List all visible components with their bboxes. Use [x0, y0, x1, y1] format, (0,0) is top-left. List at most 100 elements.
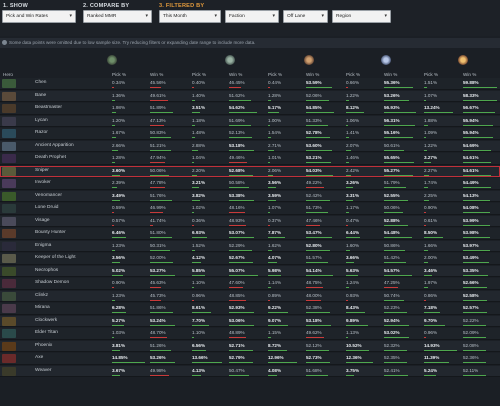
win-column-header[interactable]: Win % [384, 72, 398, 77]
region-select[interactable]: Region ▾ [332, 10, 391, 23]
hero-name[interactable]: Phoenix [35, 342, 53, 348]
table-row[interactable]: Weaver 3.67% 49.98% 4.13% 50.47% 4.08% 51.68% 3… [0, 365, 500, 378]
win-column-header[interactable]: Win % [150, 72, 164, 77]
table-row[interactable]: Venomancer 3.49% 51.76% 3.82% 53.38% 3.59% 52.… [0, 190, 500, 203]
table-row[interactable]: Elder Titan 1.03% 48.70% 1.10% 48.89% 1.15% 49… [0, 328, 500, 340]
rate-bar [150, 137, 171, 139]
hero-name[interactable]: Lycan [35, 117, 48, 123]
pick-column-header[interactable]: Pick % [346, 72, 361, 77]
table-row[interactable]: Clinkz 1.23% 45.73% 0.96% 48.85% 0.89% 48.00% 0… [0, 290, 500, 303]
rate-bar [463, 299, 487, 301]
hero-name[interactable]: Sniper [35, 167, 49, 173]
hero-name[interactable]: Enigma [35, 242, 52, 248]
table-row[interactable]: Sniper 3.60% 50.06% 2.20% 52.68% 2.06% 54.03% 2… [0, 165, 500, 178]
rate-bar [384, 374, 408, 376]
table-row[interactable]: Lone Druid 0.59% 46.99% 1.02% 48.16% 1.07% 51.… [0, 203, 500, 215]
win-rate-cell: 49.61% [150, 92, 166, 98]
pick-rate-cell: 1.40% [192, 92, 206, 98]
table-row[interactable]: Beastmaster 1.98% 51.89% 3.51% 54.62% 5.17% 54… [0, 103, 500, 115]
hero-name[interactable]: Bounty Hunter [35, 230, 66, 235]
table-row[interactable]: Ancient Apparition 2.66% 51.21% 2.88% 53.18%… [0, 140, 500, 153]
table-row[interactable]: Clockwerk 5.27% 53.24% 7.70% 53.06% 9.07% 53.1… [0, 315, 500, 328]
table-row[interactable]: Bounty Hunter 6.46% 51.80% 6.93% 53.07% 7.87%… [0, 228, 500, 240]
hero-column-header[interactable]: Hero [3, 72, 13, 77]
hero-name[interactable]: Weaver [35, 367, 52, 373]
pick-rate-cell: 6.28% [112, 305, 126, 310]
win-column-header[interactable]: Win % [229, 72, 243, 77]
pick-rate-cell: 5.98% [268, 267, 282, 273]
table-row[interactable]: Axe 14.85% 53.26% 13.66% 52.79% 12.96% 52.73% 1… [0, 353, 500, 365]
hero-name[interactable]: Necrophos [35, 267, 59, 273]
rate-bar [384, 212, 404, 214]
win-rate-cell: 53.99% [463, 217, 479, 223]
win-rate-cell: 48.16% [229, 205, 245, 210]
win-rate-cell: 55.16% [384, 130, 400, 135]
table-row[interactable]: Chen 0.34% 45.56% 0.40% 46.45% 0.44% 53.59% 0.6… [0, 78, 500, 90]
lane-select[interactable]: Off Lane ▾ [283, 10, 328, 23]
hero-name[interactable]: Elder Titan [35, 330, 58, 335]
table-row[interactable]: Lycan 1.20% 47.13% 1.18% 51.69% 1.00% 51.33% 1.… [0, 115, 500, 128]
pick-rate-cell: 1.28% [112, 155, 126, 160]
rate-bar [346, 199, 354, 201]
table-row[interactable]: Invoker 2.39% 47.78% 3.21% 50.58% 3.56% 49.22%… [0, 178, 500, 190]
hero-name[interactable]: Clinkz [35, 292, 49, 298]
rate-bar [306, 349, 330, 351]
table-row[interactable]: Enigma 1.23% 50.31% 1.52% 52.29% 1.62% 52.80% 1… [0, 240, 500, 253]
time-select[interactable]: This Month ▾ [159, 10, 221, 23]
pick-column-header[interactable]: Pick % [112, 72, 127, 77]
pick-rate-cell: 3.60% [112, 167, 126, 173]
hero-name[interactable]: Beastmaster [35, 105, 62, 110]
hero-name[interactable]: Visage [35, 217, 50, 223]
win-rate-cell: 48.00% [306, 292, 322, 298]
pick-rate-cell: 5.02% [112, 267, 126, 273]
table-row[interactable]: Phoenix 3.81% 51.26% 6.56% 52.71% 8.72% 52.12%… [0, 340, 500, 353]
rate-bar [112, 224, 114, 226]
pick-column-header[interactable]: Pick % [424, 72, 439, 77]
win-column-header[interactable]: Win % [463, 72, 477, 77]
pick-column-header[interactable]: Pick % [192, 72, 207, 77]
hero-name[interactable]: Invoker [35, 180, 51, 185]
show-select[interactable]: Pick and Win Rates ▾ [2, 10, 76, 23]
table-row[interactable]: Bane 1.36% 49.61% 1.40% 51.62% 1.28% 52.06% 1.2… [0, 90, 500, 103]
hero-name[interactable]: Ancient Apparition [35, 142, 74, 148]
hero-name[interactable]: Razor [35, 130, 48, 135]
table-row[interactable]: Visage 0.57% 41.74% 0.36% 48.93% 0.37% 47.46% 0… [0, 215, 500, 228]
rate-bar [346, 87, 348, 89]
win-rate-cell: 53.98% [463, 230, 479, 235]
hero-name[interactable]: Venomancer [35, 192, 62, 198]
hero-name[interactable]: Keeper of the Light [35, 255, 76, 260]
hero-name[interactable]: Shadow Demon [35, 280, 70, 285]
rate-bar [463, 337, 486, 339]
hero-name[interactable]: Chen [35, 80, 47, 85]
win-rate-cell: 53.59% [306, 80, 322, 85]
hero-portrait [2, 179, 16, 188]
hero-name[interactable]: Axe [35, 355, 44, 360]
table-row[interactable]: Razor 1.67% 50.83% 1.48% 52.13% 1.54% 52.78% 1.… [0, 128, 500, 140]
table-row[interactable]: Death Prophet 1.28% 47.94% 1.04% 49.46% 1.01%… [0, 153, 500, 165]
compare-select[interactable]: Ranked MMR ▾ [83, 10, 152, 23]
pick-column-header[interactable]: Pick % [268, 72, 283, 77]
faction-select[interactable]: Faction ▾ [225, 10, 279, 23]
rate-bar [424, 224, 426, 226]
table-row[interactable]: Mirana 6.28% 51.86% 8.61% 52.93% 9.22% 52.38% 8… [0, 303, 500, 315]
win-rate-cell: 48.85% [229, 292, 245, 298]
hero-name[interactable]: Bane [35, 92, 47, 98]
hero-name[interactable]: Mirana [35, 305, 50, 310]
win-rate-cell: 51.42% [384, 255, 400, 260]
table-row[interactable]: Keeper of the Light 3.56% 52.00% 4.12% 52.67… [0, 253, 500, 265]
rate-bar [150, 312, 173, 314]
table-row[interactable]: Necrophos 5.02% 53.27% 5.85% 55.07% 5.98% 54.1… [0, 265, 500, 278]
pick-rate-cell: 1.98% [112, 105, 126, 110]
pick-rate-cell: 1.23% [112, 292, 126, 298]
hero-portrait [2, 229, 16, 238]
win-column-header[interactable]: Win % [306, 72, 320, 77]
hero-name[interactable]: Clockwerk [35, 317, 58, 323]
rate-bar [346, 312, 365, 314]
hero-name[interactable]: Death Prophet [35, 155, 66, 160]
win-rate-cell: 48.75% [306, 280, 322, 285]
table-row[interactable]: Shadow Demon 0.90% 45.63% 1.10% 47.60% 1.14% 4… [0, 278, 500, 290]
pick-rate-cell: 1.17% [346, 205, 360, 210]
win-rate-cell: 50.06% [150, 167, 166, 173]
rate-bar [346, 324, 368, 326]
hero-name[interactable]: Lone Druid [35, 205, 59, 210]
